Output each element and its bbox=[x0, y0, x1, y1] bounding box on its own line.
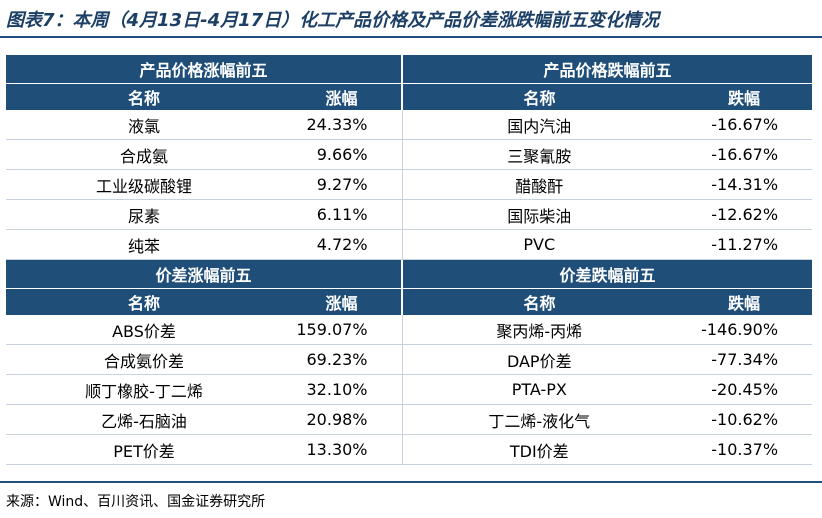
up-product-change: 9.27% bbox=[282, 169, 403, 200]
table-row: PET价差 13.30% TDI价差 -10.37% bbox=[6, 434, 813, 465]
table-row: 工业级碳酸锂 9.27% 醋酸酐 -14.31% bbox=[6, 169, 813, 200]
down-product-name: 醋酸酐 bbox=[402, 169, 677, 200]
up-product-name: 合成氨 bbox=[6, 139, 282, 170]
price-up-title: 产品价格涨幅前五 bbox=[6, 55, 404, 84]
price-change-table: 产品价格涨幅前五 产品价格跌幅前五 名称 涨幅 名称 跌幅 液氯 24.33% … bbox=[6, 55, 813, 260]
down-spread-change: -10.37% bbox=[676, 434, 813, 465]
col-header-fall: 跌幅 bbox=[676, 83, 813, 110]
col-header-name: 名称 bbox=[6, 288, 282, 315]
up-product-name: 尿素 bbox=[6, 199, 282, 230]
section-header-row: 产品价格涨幅前五 产品价格跌幅前五 bbox=[6, 55, 813, 84]
up-spread-change: 69.23% bbox=[282, 344, 403, 375]
up-spread-change: 159.07% bbox=[282, 315, 403, 345]
down-spread-name: DAP价差 bbox=[402, 344, 677, 375]
col-header-fall: 跌幅 bbox=[676, 288, 813, 315]
down-spread-name: 聚丙烯-丙烯 bbox=[402, 315, 677, 345]
up-spread-change: 20.98% bbox=[282, 404, 403, 435]
col-header-name: 名称 bbox=[402, 288, 677, 315]
col-header-name: 名称 bbox=[402, 83, 677, 110]
table-row: 合成氨 9.66% 三聚氰胺 -16.67% bbox=[6, 139, 813, 170]
col-header-rise: 涨幅 bbox=[282, 83, 404, 110]
table-row: 纯苯 4.72% PVC -11.27% bbox=[6, 229, 813, 260]
up-product-change: 9.66% bbox=[282, 139, 403, 170]
spread-up-title: 价差涨幅前五 bbox=[6, 260, 404, 289]
down-product-name: 三聚氰胺 bbox=[402, 139, 677, 170]
up-spread-name: PET价差 bbox=[6, 434, 282, 465]
down-spread-change: -146.90% bbox=[676, 315, 813, 345]
table-row: 尿素 6.11% 国际柴油 -12.62% bbox=[6, 199, 813, 230]
table-row: ABS价差 159.07% 聚丙烯-丙烯 -146.90% bbox=[6, 315, 813, 345]
down-product-name: 国内汽油 bbox=[402, 110, 677, 140]
up-product-name: 液氯 bbox=[6, 110, 282, 140]
up-spread-name: 合成氨价差 bbox=[6, 344, 282, 375]
down-product-change: -14.31% bbox=[676, 169, 813, 200]
source-note: 来源：Wind、百川资讯、国金证券研究所 bbox=[6, 494, 266, 510]
down-product-name: PVC bbox=[402, 229, 677, 260]
up-product-name: 工业级碳酸锂 bbox=[6, 169, 282, 200]
col-header-rise: 涨幅 bbox=[282, 288, 404, 315]
spread-down-title: 价差跌幅前五 bbox=[402, 260, 813, 289]
up-spread-name: 顺丁橡胶-丁二烯 bbox=[6, 374, 282, 405]
down-spread-name: 丁二烯-液化气 bbox=[402, 404, 677, 435]
down-product-change: -11.27% bbox=[676, 229, 813, 260]
table-row: 顺丁橡胶-丁二烯 32.10% PTA-PX -20.45% bbox=[6, 374, 813, 405]
figure-title: 图表7：本周（4月13日-4月17日）化工产品价格及产品价差涨跌幅前五变化情况 bbox=[6, 10, 660, 31]
down-product-change: -16.67% bbox=[676, 110, 813, 140]
down-spread-name: TDI价差 bbox=[402, 434, 677, 465]
up-product-change: 6.11% bbox=[282, 199, 403, 230]
figure-title-bar: 图表7：本周（4月13日-4月17日）化工产品价格及产品价差涨跌幅前五变化情况 bbox=[0, 0, 822, 38]
up-spread-change: 32.10% bbox=[282, 374, 403, 405]
tables-container: 产品价格涨幅前五 产品价格跌幅前五 名称 涨幅 名称 跌幅 液氯 24.33% … bbox=[6, 55, 813, 465]
col-header-name: 名称 bbox=[6, 83, 282, 110]
price-down-title: 产品价格跌幅前五 bbox=[402, 55, 813, 84]
table-row: 液氯 24.33% 国内汽油 -16.67% bbox=[6, 110, 813, 140]
footer-bar: 来源：Wind、百川资讯、国金证券研究所 bbox=[0, 481, 822, 518]
up-spread-change: 13.30% bbox=[282, 434, 403, 465]
down-spread-change: -20.45% bbox=[676, 374, 813, 405]
down-product-change: -16.67% bbox=[676, 139, 813, 170]
up-product-change: 24.33% bbox=[282, 110, 403, 140]
spread-change-table: 价差涨幅前五 价差跌幅前五 名称 涨幅 名称 跌幅 ABS价差 159.07% … bbox=[6, 260, 813, 465]
table-row: 合成氨价差 69.23% DAP价差 -77.34% bbox=[6, 344, 813, 375]
section-header-row: 价差涨幅前五 价差跌幅前五 bbox=[6, 260, 813, 289]
up-spread-name: 乙烯-石脑油 bbox=[6, 404, 282, 435]
down-product-name: 国际柴油 bbox=[402, 199, 677, 230]
down-spread-name: PTA-PX bbox=[402, 374, 677, 405]
table-row: 乙烯-石脑油 20.98% 丁二烯-液化气 -10.62% bbox=[6, 404, 813, 435]
up-spread-name: ABS价差 bbox=[6, 315, 282, 345]
down-spread-change: -77.34% bbox=[676, 344, 813, 375]
down-spread-change: -10.62% bbox=[676, 404, 813, 435]
column-header-row: 名称 涨幅 名称 跌幅 bbox=[6, 83, 813, 110]
column-header-row: 名称 涨幅 名称 跌幅 bbox=[6, 288, 813, 315]
up-product-name: 纯苯 bbox=[6, 229, 282, 260]
down-product-change: -12.62% bbox=[676, 199, 813, 230]
up-product-change: 4.72% bbox=[282, 229, 403, 260]
